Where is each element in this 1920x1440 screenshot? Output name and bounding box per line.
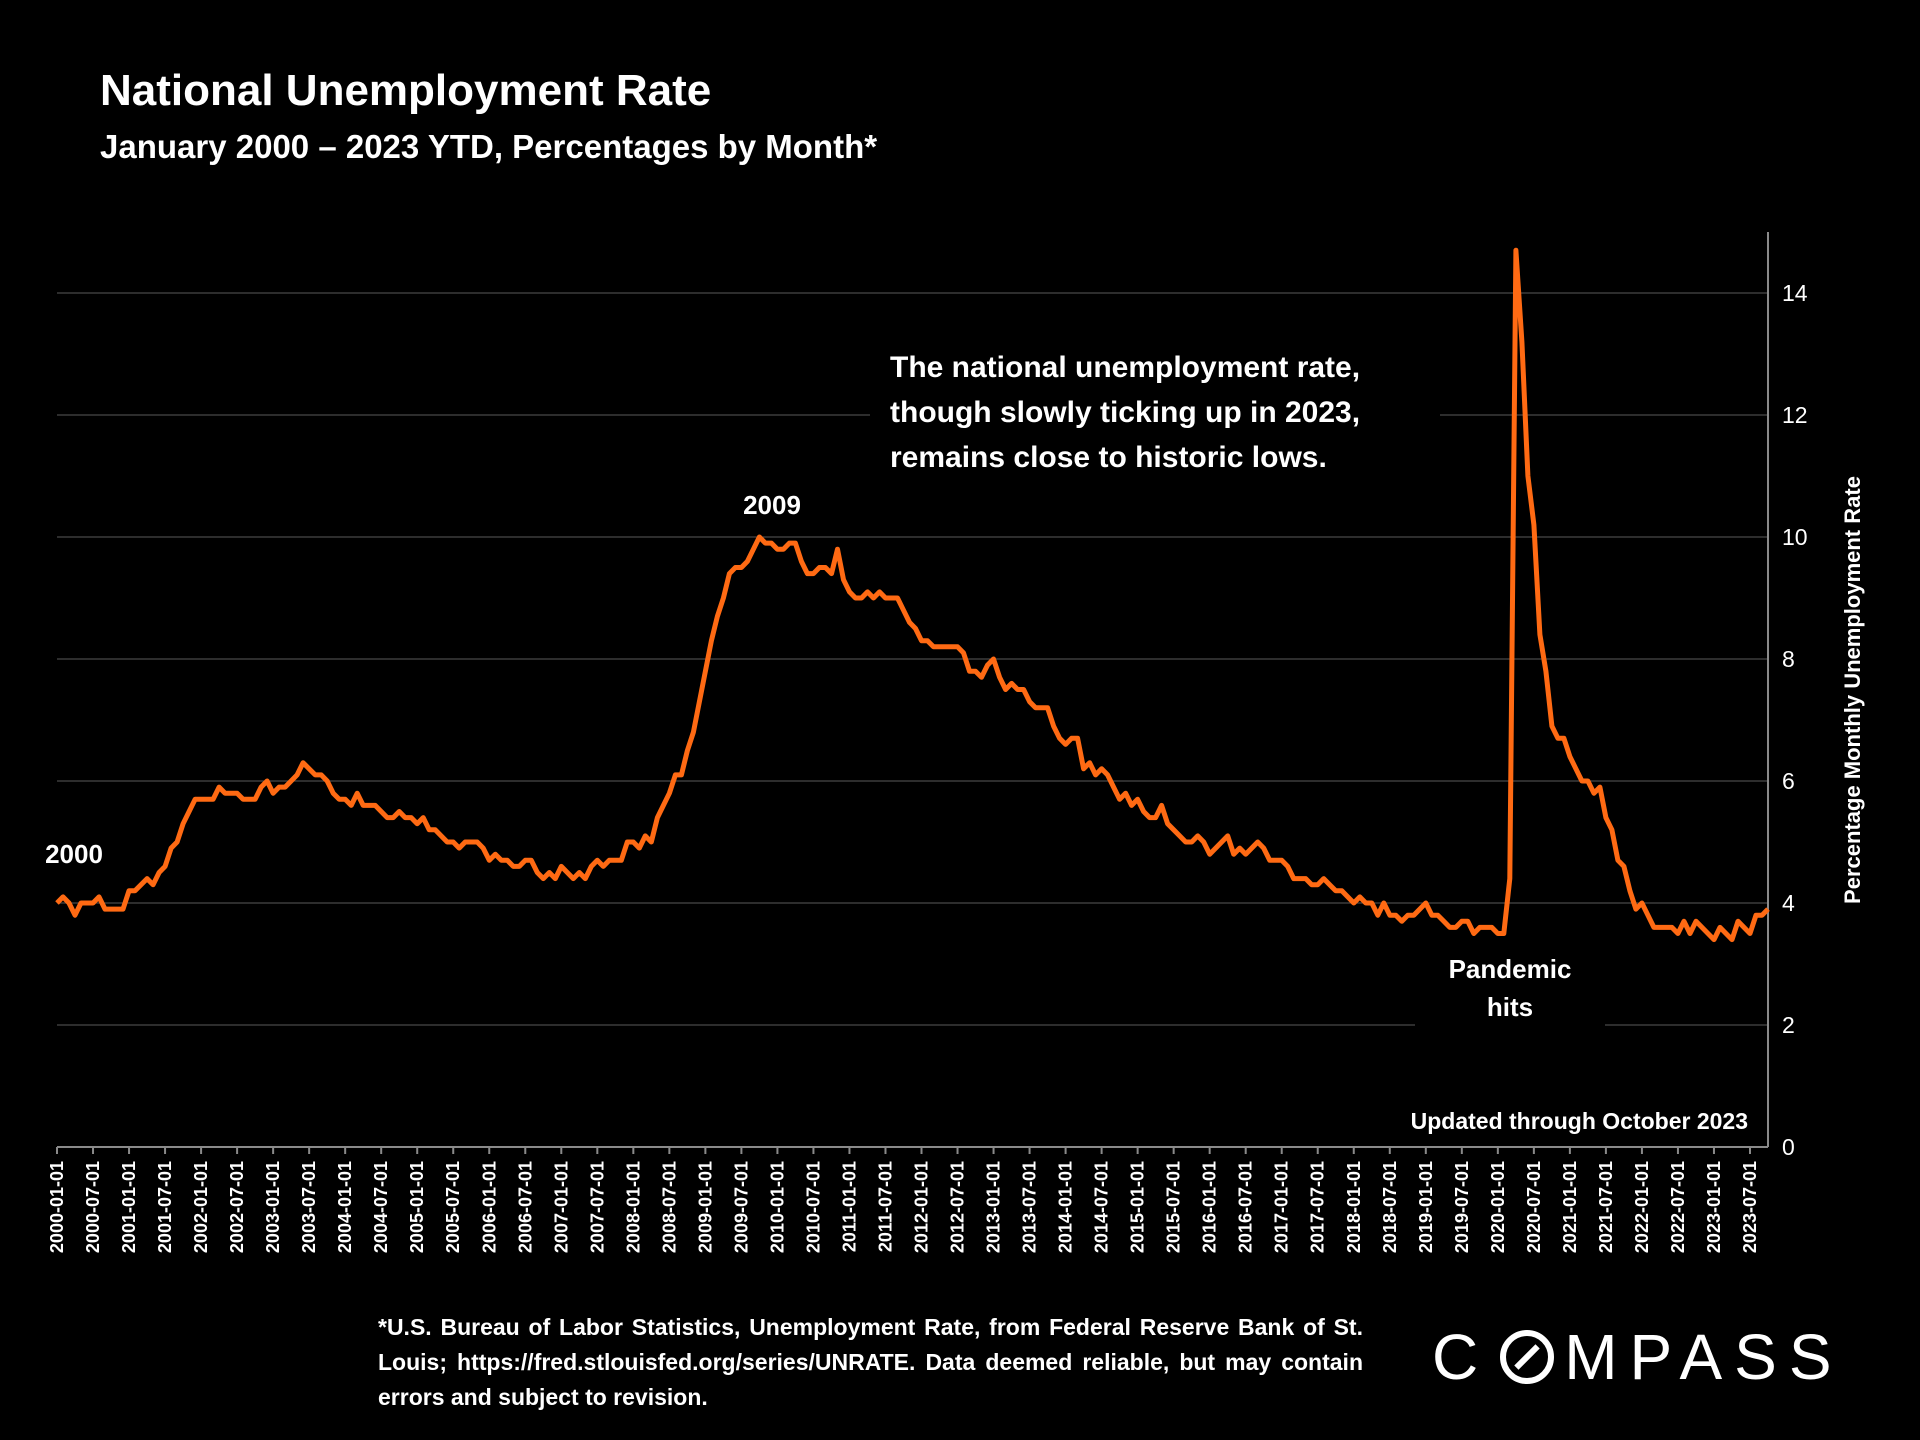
x-tick-label: 2015-07-01 [1164,1161,1184,1253]
x-tick-label: 2005-07-01 [443,1161,463,1253]
callout-background [870,345,1440,485]
y-tick-labels: 0 2 4 6 8 10 12 14 [1782,280,1808,1160]
y-tick-label: 0 [1782,1134,1795,1160]
updated-label-background [1360,1100,1756,1140]
x-tick-label: 2014-07-01 [1092,1161,1112,1253]
x-tick-label: 2018-01-01 [1344,1161,1364,1253]
x-tick-label: 2021-01-01 [1560,1161,1580,1253]
x-tick-label: 2014-01-01 [1056,1161,1076,1253]
x-tick-label: 2017-01-01 [1272,1161,1292,1253]
x-tick-label: 2012-01-01 [912,1161,932,1253]
line-chart: 0 2 4 6 8 10 12 14 2000-01-01 2000-07-01 2001-01-… [45,232,1865,1253]
y-tick-label: 10 [1782,524,1808,550]
x-tick-label: 2008-07-01 [659,1161,679,1253]
grid-lines [57,292,1768,1026]
compass-logo: C MPASS [1432,1320,1844,1394]
x-tick-label: 2008-01-01 [623,1161,643,1253]
x-tick-label: 2004-01-01 [335,1161,355,1253]
logo-text-left: C [1432,1321,1491,1393]
logo-text-right: MPASS [1564,1321,1844,1393]
y-tick-label: 6 [1782,768,1795,794]
x-tick-label: 2002-01-01 [191,1161,211,1253]
x-tick-label: 2015-01-01 [1128,1161,1148,1253]
y-tick-label: 2 [1782,1012,1795,1038]
annotation-updated: Updated through October 2023 [1411,1108,1748,1134]
x-tick-label: 2006-07-01 [515,1161,535,1253]
x-tick-label: 2005-01-01 [407,1161,427,1253]
x-tick-label: 2011-07-01 [875,1161,895,1252]
x-tick-label: 2007-07-01 [587,1161,607,1253]
x-tick-label: 2022-07-01 [1668,1161,1688,1253]
x-tick-label: 2010-07-01 [803,1161,823,1253]
x-tick-label: 2016-07-01 [1236,1161,1256,1253]
chart-subtitle: January 2000 – 2023 YTD, Percentages by … [100,128,878,165]
x-tick-label: 2002-07-01 [227,1161,247,1253]
chart-title: National Unemployment Rate [100,66,712,115]
y-tick-label: 8 [1782,646,1795,672]
annotation-2000: 2000 [45,839,103,869]
x-tick-label: 2003-01-01 [263,1161,283,1253]
x-tick-label: 2011-01-01 [839,1161,859,1252]
unemployment-rate-line [55,247,1770,943]
x-tick-label: 2000-01-01 [47,1161,67,1253]
y-axis-label: Percentage Monthly Unemployment Rate [1840,476,1865,904]
logo-compass-icon [1500,1330,1555,1384]
y-tick-label: 4 [1782,890,1795,916]
x-tick-label: 2016-01-01 [1200,1161,1220,1253]
x-tick-label: 2013-01-01 [984,1161,1004,1253]
x-tick-label: 2007-01-01 [551,1161,571,1253]
x-tick-label: 2004-07-01 [371,1161,391,1253]
x-tick-label: 2010-01-01 [767,1161,787,1253]
x-tick-label: 2017-07-01 [1308,1161,1328,1253]
source-footnote: *U.S. Bureau of Labor Statistics, Unempl… [378,1314,1363,1410]
x-tick-label: 2021-07-01 [1596,1161,1616,1253]
x-tick-label: 2006-01-01 [479,1161,499,1253]
x-tick-label: 2001-07-01 [155,1161,175,1253]
y-tick-label: 14 [1782,280,1808,306]
x-tick-label: 2003-07-01 [299,1161,319,1253]
annotation-2009: 2009 [743,490,801,520]
x-tick-label: 2023-01-01 [1704,1161,1724,1253]
x-tick-label: 2001-01-01 [119,1161,139,1253]
x-tick-label: 2019-01-01 [1416,1161,1436,1253]
x-tick-label: 2023-07-01 [1740,1161,1760,1253]
pandemic-label-background [1415,950,1605,1034]
x-tick-label: 2009-07-01 [731,1161,751,1253]
annotation-pandemic: Pandemic hits [1448,954,1572,1022]
x-tick-labels: 2000-01-01 2000-07-01 2001-01-01 2001-07-01… [47,1147,1760,1253]
y-tick-label: 12 [1782,402,1808,428]
x-tick-label: 2018-07-01 [1380,1161,1400,1253]
x-tick-label: 2019-07-01 [1452,1161,1472,1253]
x-tick-label: 2020-07-01 [1524,1161,1544,1253]
x-tick-label: 2013-07-01 [1020,1161,1040,1253]
x-tick-label: 2000-07-01 [83,1161,103,1253]
x-tick-label: 2009-01-01 [695,1161,715,1253]
callout-text: The national unemployment rate, though s… [890,351,1361,474]
x-tick-label: 2012-07-01 [948,1161,968,1253]
x-tick-label: 2022-01-01 [1632,1161,1652,1253]
x-tick-label: 2020-01-01 [1488,1161,1508,1253]
